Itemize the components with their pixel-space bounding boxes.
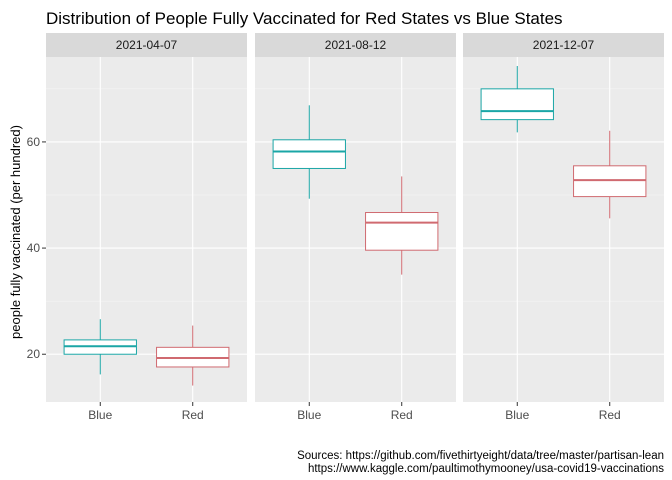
x-tick-label: Blue xyxy=(88,408,112,422)
facet-strip-label: 2021-08-12 xyxy=(325,38,387,52)
y-tick-label: 60 xyxy=(27,135,41,149)
y-tick-label: 40 xyxy=(27,241,41,255)
facet-strip-label: 2021-12-07 xyxy=(533,38,595,52)
box-iqr xyxy=(480,88,554,121)
x-tick-label: Red xyxy=(182,408,204,422)
boxplot-blue xyxy=(480,66,554,133)
y-axis-title: people fully vaccinated (per hundred) xyxy=(8,125,23,339)
box-iqr xyxy=(365,212,439,251)
facet-strip xyxy=(46,33,247,57)
facet-panel: 2021-12-07 Blue Red xyxy=(463,33,664,422)
chart-title: Distribution of People Fully Vaccinated … xyxy=(46,9,563,28)
caption-line-1: Sources: https://github.com/fivethirtyei… xyxy=(297,450,664,462)
x-tick-label: Red xyxy=(391,408,413,422)
y-axis: 20 40 60 xyxy=(27,135,46,361)
x-tick-label: Red xyxy=(599,408,621,422)
x-tick-label: Blue xyxy=(297,408,321,422)
box-iqr xyxy=(272,139,346,169)
x-tick-label: Blue xyxy=(505,408,529,422)
boxplot-red xyxy=(156,325,230,386)
facet-strip-label: 2021-04-07 xyxy=(116,38,178,52)
boxplot-blue xyxy=(63,319,137,375)
facet-panel: 2021-08-12 Blue Red xyxy=(255,33,456,422)
y-tick-label: 20 xyxy=(27,347,41,361)
facet-strip xyxy=(463,33,664,57)
facet-strip xyxy=(255,33,456,57)
caption-line-2: https://www.kaggle.com/paultimothymooney… xyxy=(308,463,664,475)
facet-panel: 2021-04-07 Blue Red xyxy=(46,33,247,422)
boxplot-blue xyxy=(272,105,346,199)
box-iqr xyxy=(573,165,647,198)
boxplot-red xyxy=(365,176,439,275)
boxplot-red xyxy=(573,130,647,219)
